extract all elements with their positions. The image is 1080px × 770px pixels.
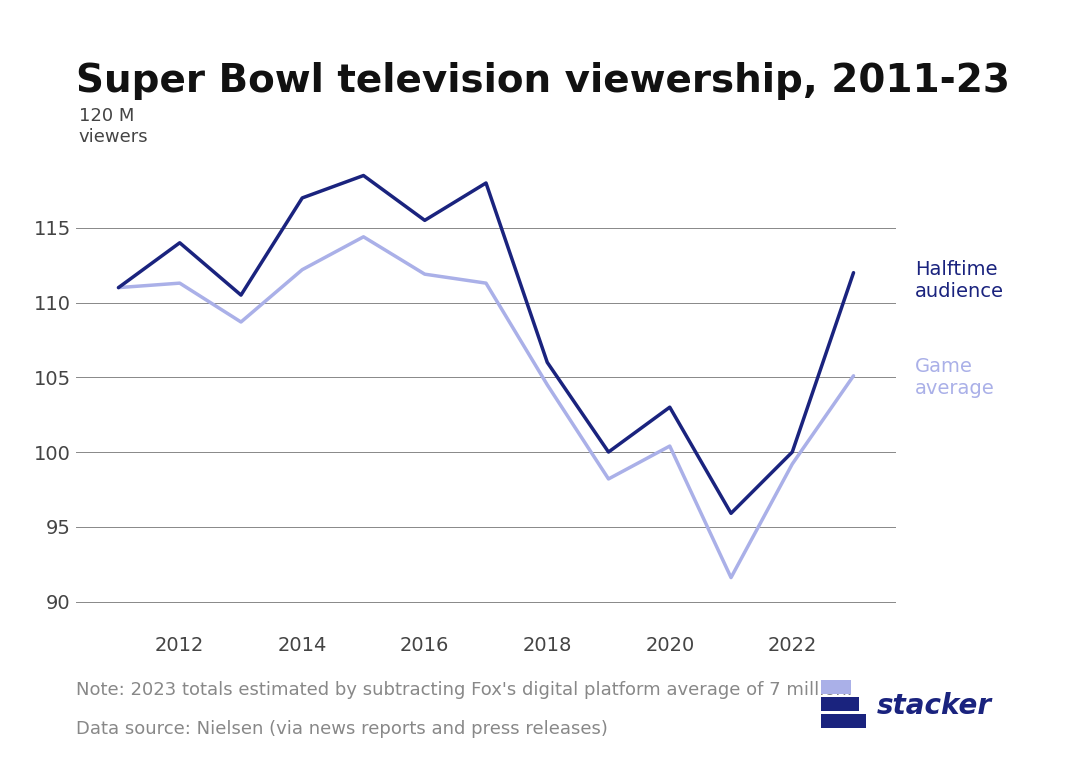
Text: 120 M
viewers: 120 M viewers	[79, 107, 148, 146]
Text: Game
average: Game average	[915, 357, 995, 398]
Text: Note: 2023 totals estimated by subtracting Fox's digital platform average of 7 m: Note: 2023 totals estimated by subtracti…	[76, 681, 852, 699]
Text: Halftime
audience: Halftime audience	[915, 259, 1003, 300]
Text: Super Bowl television viewership, 2011-23: Super Bowl television viewership, 2011-2…	[76, 62, 1010, 99]
Text: stacker: stacker	[877, 692, 991, 720]
Text: Data source: Nielsen (via news reports and press releases): Data source: Nielsen (via news reports a…	[76, 720, 607, 738]
